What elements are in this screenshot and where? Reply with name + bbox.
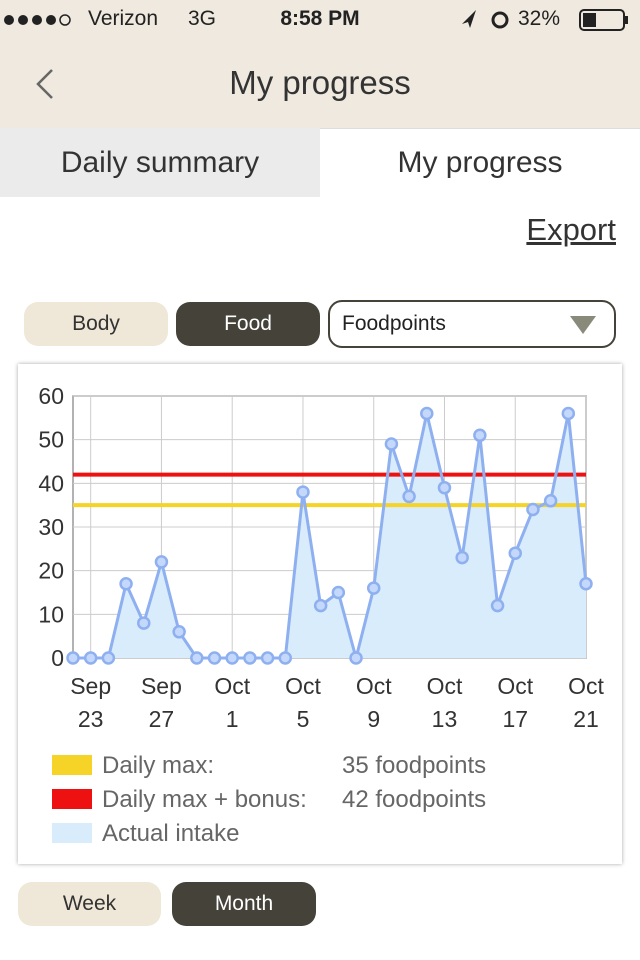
x-tick-label-part: 27 bbox=[149, 706, 175, 732]
x-tick-label-part: Sep bbox=[141, 673, 182, 699]
x-tick-label-part: 13 bbox=[432, 706, 458, 732]
x-tick-label: Oct 13 bbox=[427, 673, 463, 732]
point bbox=[137, 616, 151, 630]
network: 3G bbox=[188, 7, 217, 30]
point bbox=[331, 585, 346, 600]
x-tick-label: Oct 9 bbox=[356, 673, 392, 732]
point bbox=[313, 598, 328, 613]
x-tick-label-part: Oct bbox=[427, 673, 463, 699]
x-tick-label: Oct 5 bbox=[285, 673, 321, 732]
dropdown-arrow bbox=[570, 316, 596, 334]
y-tick-label: 40 bbox=[38, 470, 64, 496]
time: 8:58 PM bbox=[280, 7, 360, 30]
point bbox=[579, 577, 593, 591]
point bbox=[543, 494, 558, 508]
x-tick-label-part: 9 bbox=[367, 706, 380, 732]
legend-value: 35 foodpoints bbox=[342, 752, 486, 779]
x-tick-label-part: 17 bbox=[502, 706, 528, 732]
x-tick-label-part: 21 bbox=[573, 706, 599, 732]
nav-title: My progress bbox=[229, 64, 411, 101]
legend-label: Daily max: bbox=[102, 752, 214, 779]
x-tick-label-part: Oct bbox=[214, 673, 250, 699]
point bbox=[455, 550, 469, 565]
point bbox=[508, 546, 522, 560]
point bbox=[384, 437, 399, 451]
point bbox=[278, 651, 293, 665]
point bbox=[101, 651, 116, 665]
x-tick-label: Sep 23 bbox=[70, 673, 111, 732]
area bbox=[73, 413, 586, 658]
carrier: Verizon bbox=[88, 7, 159, 30]
x-tick-label: Oct 21 bbox=[568, 673, 604, 732]
dropdown[interactable]: Foodpoints bbox=[328, 300, 616, 348]
point bbox=[402, 489, 416, 504]
y-tick-label: 60 bbox=[38, 383, 64, 409]
point bbox=[366, 581, 381, 595]
back-button[interactable] bbox=[30, 66, 60, 102]
point bbox=[296, 485, 310, 499]
tab[interactable]: My progress bbox=[320, 128, 640, 197]
point bbox=[154, 555, 169, 569]
y-tick-label: 10 bbox=[38, 601, 64, 627]
point bbox=[349, 651, 363, 665]
header bbox=[0, 0, 640, 128]
y-tick-label: 20 bbox=[38, 558, 64, 584]
legend-label: Actual intake bbox=[102, 820, 239, 847]
line bbox=[73, 413, 588, 664]
month-button[interactable]: Month bbox=[172, 882, 316, 926]
status-icons bbox=[4, 9, 628, 31]
legend-swatch bbox=[52, 755, 92, 775]
dropdown-label: Foodpoints bbox=[342, 312, 446, 335]
point bbox=[190, 651, 204, 665]
export-link[interactable]: Export bbox=[526, 212, 616, 247]
point bbox=[83, 651, 98, 665]
point bbox=[66, 651, 80, 665]
point bbox=[260, 651, 275, 665]
x-tick-label: Oct 1 bbox=[214, 673, 250, 732]
x-tick-label: Oct 17 bbox=[497, 673, 533, 732]
x-tick-label-part: Oct bbox=[356, 673, 392, 699]
x-tick-label-part: Sep bbox=[70, 673, 111, 699]
legend-swatch bbox=[52, 823, 92, 843]
x-tick-label-part: Oct bbox=[285, 673, 321, 699]
point bbox=[119, 577, 133, 591]
x-tick-label-part: Oct bbox=[497, 673, 533, 699]
point bbox=[437, 480, 452, 495]
point bbox=[207, 651, 222, 665]
point bbox=[526, 502, 540, 517]
x-tick-label: Sep 27 bbox=[141, 673, 182, 732]
tab[interactable]: Daily summary bbox=[0, 128, 320, 197]
y-tick-label: 50 bbox=[38, 427, 64, 453]
y-tick-label: 0 bbox=[51, 645, 64, 671]
legend-value: 42 foodpoints bbox=[342, 786, 486, 813]
point bbox=[490, 598, 505, 613]
point bbox=[561, 406, 576, 421]
battery: 32% bbox=[518, 7, 561, 30]
point bbox=[420, 406, 434, 421]
week-button[interactable]: Week bbox=[18, 882, 161, 926]
legend-label: Daily max + bonus: bbox=[102, 786, 307, 813]
point bbox=[172, 625, 186, 639]
x-tick-label-part: 1 bbox=[226, 706, 239, 732]
x-tick-label-part: 5 bbox=[297, 706, 310, 732]
x-tick-label-part: 23 bbox=[78, 706, 104, 732]
legend-swatch bbox=[52, 789, 92, 809]
point bbox=[473, 428, 487, 443]
point bbox=[225, 651, 239, 665]
body-button[interactable]: Body bbox=[24, 302, 168, 346]
food-button[interactable]: Food bbox=[176, 302, 320, 346]
y-tick-label: 30 bbox=[38, 514, 64, 540]
x-tick-label-part: Oct bbox=[568, 673, 604, 699]
point bbox=[243, 651, 257, 665]
